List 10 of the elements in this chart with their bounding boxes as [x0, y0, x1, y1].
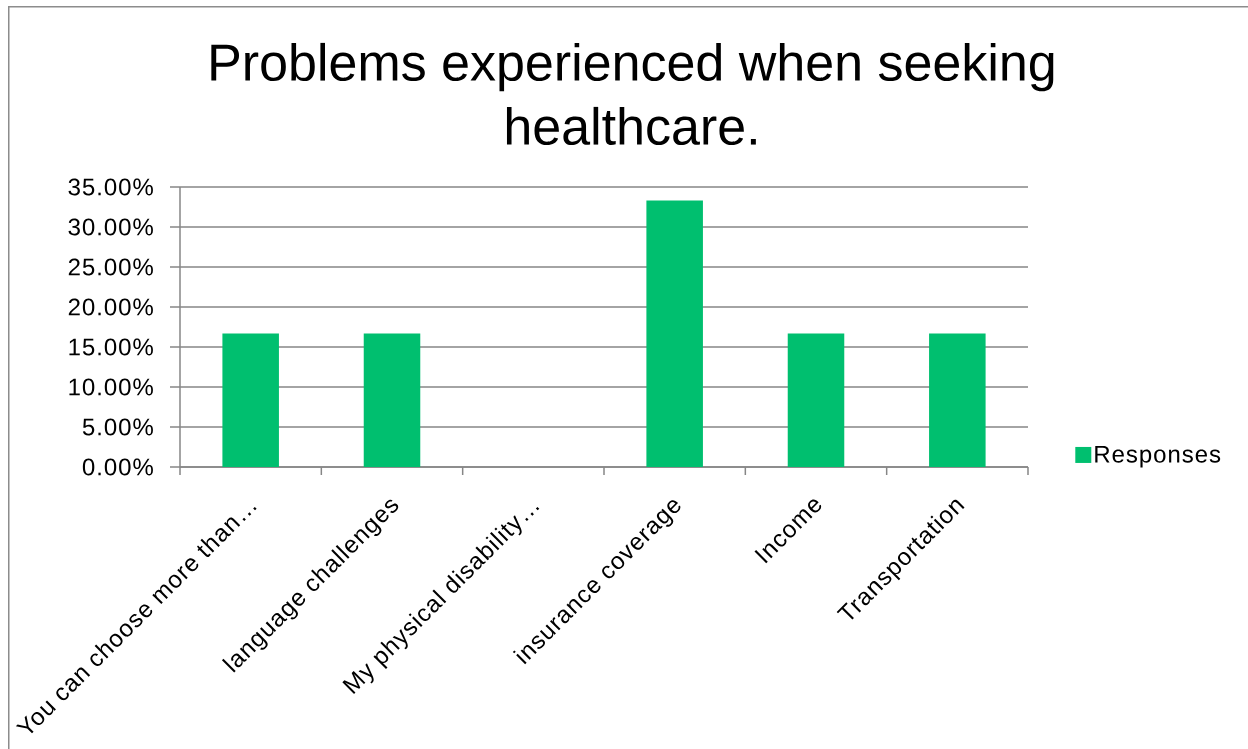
y-tick-label: 20.00% [68, 298, 153, 316]
y-tick-label: 10.00% [69, 378, 153, 396]
y-tick-label: 35.00% [68, 178, 153, 196]
y-tick-label: 30.00% [68, 218, 153, 236]
y-tick-label: 25.00% [68, 258, 153, 276]
chart-title: Problems experienced when seeking healthcare. [211, 42, 1054, 146]
legend-label: Responses [1095, 445, 1221, 468]
y-tick-label: 15.00% [69, 338, 153, 356]
y-tick-label: 0.00% [82, 458, 153, 476]
y-tick-label: 5.00% [82, 418, 153, 436]
